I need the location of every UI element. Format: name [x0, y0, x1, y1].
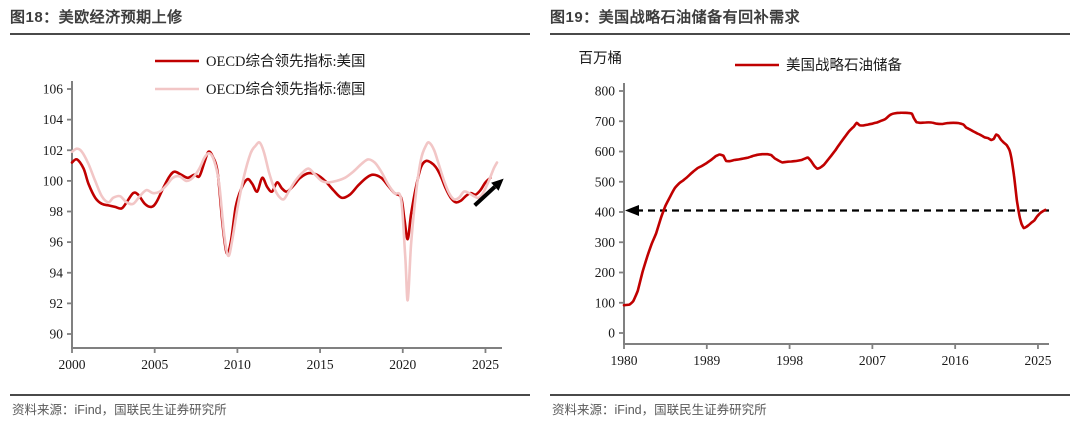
- x-tick-label: 2020: [389, 357, 416, 372]
- x-tick-label: 1989: [693, 353, 720, 368]
- spr-chart: 0 100 200 300 400 500 600 700 800 1980 1989 1998 200…: [579, 50, 1052, 368]
- y-tick-label: 102: [43, 143, 63, 158]
- y-tick-label: 0: [608, 326, 615, 341]
- figure-18-source: 资料来源：iFind，国联民生证券研究所: [10, 394, 530, 428]
- y-tick-label: 500: [595, 174, 616, 189]
- y-tick-label: 90: [50, 327, 64, 342]
- legend-label: OECD综合领先指标:德国: [206, 81, 366, 98]
- figure-19-source: 资料来源：iFind，国联民生证券研究所: [550, 394, 1070, 428]
- legend-label: 美国战略石油储备: [786, 57, 902, 74]
- y-tick-label: 800: [595, 84, 616, 99]
- figure-18-panel: 图18：美欧经济预期上修 90 92 94 96 98 100 102 104 106 2000 2…: [10, 6, 530, 428]
- y-tick-label: 92: [50, 296, 64, 311]
- x-tick-label: 2010: [224, 357, 251, 372]
- x-tick-label: 2025: [1024, 353, 1051, 368]
- oecd-cli-chart: 90 92 94 96 98 100 102 104 106 2000 2005 2010 2015 20…: [43, 53, 504, 372]
- x-tick-label: 1980: [611, 353, 638, 368]
- x-tick-label: 2016: [942, 353, 969, 368]
- y-tick-label: 700: [595, 114, 616, 129]
- y-tick-label: 104: [43, 112, 64, 127]
- figure-19-panel: 图19：美国战略石油储备有回补需求 0 100 200 300 400 500 600 700…: [540, 0, 1080, 428]
- y-tick-label: 200: [595, 265, 616, 280]
- legend-label: OECD综合领先指标:美国: [206, 53, 366, 70]
- x-tick-label: 2025: [472, 357, 499, 372]
- series-line-0: [622, 111, 1047, 307]
- y-tick-label: 100: [43, 173, 64, 188]
- y-tick-label: 106: [43, 82, 64, 97]
- trend-arrow-head-icon: [491, 178, 504, 191]
- y-tick-label: 600: [595, 144, 616, 159]
- y-tick-label: 400: [595, 205, 616, 220]
- x-tick-label: 1998: [776, 353, 803, 368]
- x-tick-label: 2005: [141, 357, 168, 372]
- left-arrowhead-icon: [625, 204, 639, 216]
- y-tick-label: 100: [595, 295, 616, 310]
- y-tick-label: 94: [50, 265, 64, 280]
- x-tick-label: 2015: [307, 357, 334, 372]
- x-tick-label: 2000: [59, 357, 86, 372]
- figure-18-title: 图18：美欧经济预期上修: [10, 6, 530, 35]
- figure-19-title: 图19：美国战略石油储备有回补需求: [550, 6, 1070, 35]
- unit-label: 百万桶: [579, 50, 623, 67]
- y-tick-label: 300: [595, 235, 616, 250]
- y-tick-label: 98: [50, 204, 64, 219]
- y-tick-label: 96: [50, 235, 64, 250]
- trend-arrow-shaft: [473, 185, 497, 207]
- series-line-1: [70, 141, 499, 302]
- x-tick-label: 2007: [859, 353, 886, 368]
